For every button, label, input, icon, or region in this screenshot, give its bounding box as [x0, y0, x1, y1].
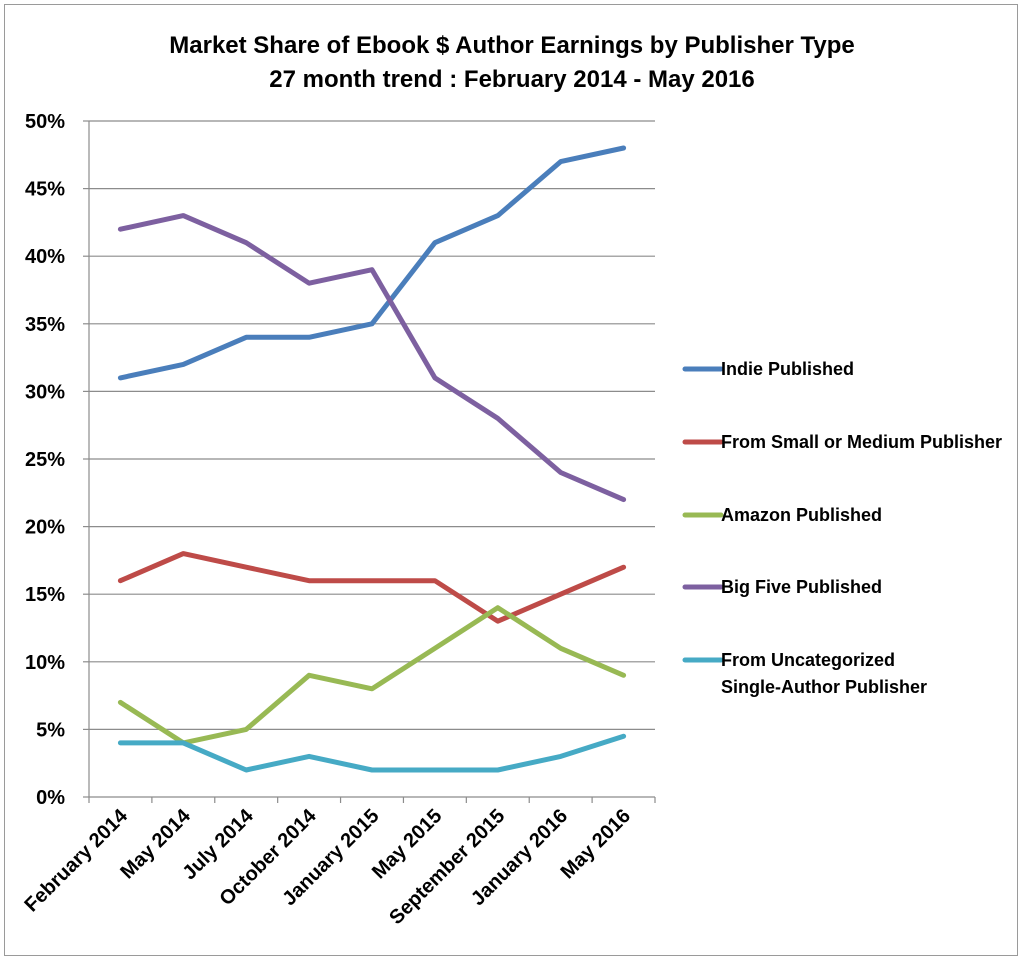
chart-title: Market Share of Ebook $ Author Earnings … — [169, 32, 854, 59]
y-axis-ticks: 0% 5% 10% 15% 20% 25% 30% 35% 40% 45% 50% — [25, 111, 65, 809]
legend: Indie Published From Small or Medium Publ… — [682, 359, 1002, 697]
y-tick-label: 15% — [25, 584, 65, 606]
y-tick-label: 0% — [36, 787, 65, 809]
legend-label: From Uncategorized Single-Author Publishe… — [721, 650, 927, 697]
legend-label: From Small or Medium Publisher — [721, 432, 1002, 452]
series-line — [117, 605, 627, 746]
grid-lines — [89, 120, 655, 731]
y-tick-label: 35% — [25, 314, 65, 336]
y-tick-label: 45% — [25, 179, 65, 201]
series-line — [117, 551, 627, 624]
x-tick-label: February 2014 — [21, 804, 133, 916]
line-chart: Market Share of Ebook $ Author Earnings … — [21, 32, 1003, 929]
series-line — [117, 733, 627, 773]
series-line — [117, 145, 627, 381]
series-line — [117, 213, 627, 503]
y-tick-label: 50% — [25, 111, 65, 133]
series-lines — [117, 145, 627, 773]
y-tick-label: 5% — [36, 719, 65, 741]
axes — [83, 120, 656, 803]
legend-label: Big Five Published — [721, 577, 882, 597]
y-tick-label: 25% — [25, 449, 65, 471]
y-tick-label: 40% — [25, 246, 65, 268]
y-tick-label: 10% — [25, 652, 65, 674]
legend-label: Amazon Published — [721, 505, 882, 525]
y-tick-label: 30% — [25, 381, 65, 403]
y-tick-label: 20% — [25, 517, 65, 539]
chart-frame: Market Share of Ebook $ Author Earnings … — [4, 4, 1018, 956]
chart-subtitle: 27 month trend : February 2014 - May 201… — [269, 66, 755, 93]
legend-label: Indie Published — [721, 359, 854, 379]
x-tick-label: September 2015 — [385, 805, 509, 929]
